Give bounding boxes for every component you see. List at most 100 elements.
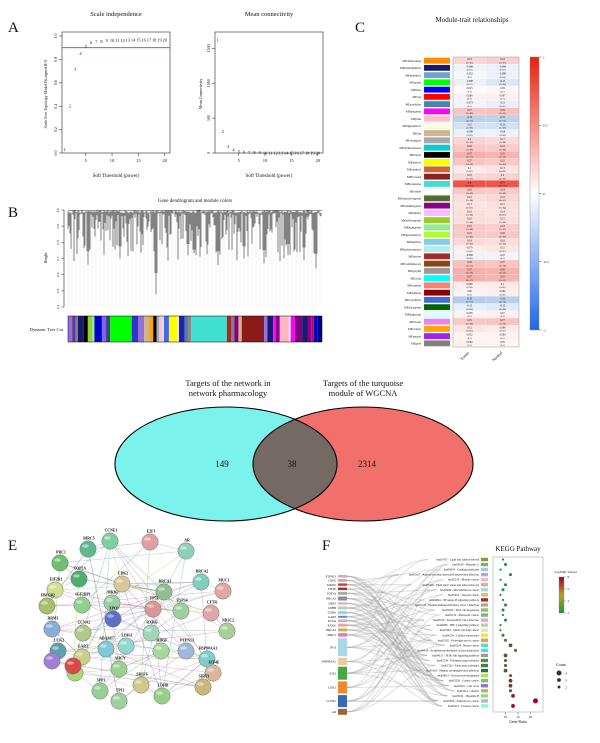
power-point: 15 — [136, 38, 141, 43]
sankey-gene-block — [338, 695, 347, 708]
sankey-ribbon — [346, 584, 449, 687]
cell-correlation: -0.33 — [500, 297, 506, 300]
cell-correlation: 0.18 — [467, 239, 472, 242]
node-highlight — [135, 680, 142, 684]
cell-correlation: 0.25 — [467, 225, 472, 228]
cell-pvalue: (2e-08) — [499, 148, 506, 151]
sankey-gene-block — [338, 628, 347, 632]
cell-correlation: 0.25 — [467, 232, 472, 235]
ppi-node: CCNE1 — [101, 529, 119, 550]
module-band-segment — [288, 316, 291, 342]
gene-label: E2F1 — [147, 530, 156, 534]
ppi-node: ADAM17 — [97, 637, 115, 658]
sankey-gene-block — [338, 658, 347, 665]
node-highlight — [217, 586, 224, 590]
power-point: 9 — [259, 150, 262, 155]
y-tick-label: 0 — [206, 152, 211, 154]
module-band-segment — [68, 316, 73, 342]
y-tick-label: 0.7 — [56, 256, 60, 261]
ppi-node — [43, 652, 61, 670]
y-tick-label: 0.9 — [56, 224, 60, 229]
node-highlight — [145, 628, 152, 632]
sankey-ribbon — [346, 594, 444, 626]
pathway-label: hsa05215 - Prostate cancer — [448, 704, 479, 708]
gene-label: USP34 — [177, 599, 188, 603]
pathway-chip — [481, 673, 488, 678]
module-band-segment — [77, 316, 84, 342]
sankey-gene-label: EIF4E — [328, 587, 336, 591]
sankey-ribbon — [346, 574, 399, 614]
node-highlight — [104, 536, 111, 540]
dotplot-point — [514, 648, 517, 652]
module-swatch — [423, 159, 451, 166]
dotplot-point — [509, 674, 512, 678]
cell-pvalue: (1e-04) — [499, 83, 506, 86]
sankey-ribbon — [346, 624, 432, 636]
cell-pvalue: (2e-16) — [466, 272, 473, 275]
module-swatch — [423, 57, 451, 64]
ppi-edge — [81, 541, 151, 606]
cell-pvalue: (0.1) — [500, 337, 505, 340]
cell-correlation: -0.094 — [499, 65, 506, 68]
ppi-edge — [112, 591, 165, 620]
cell-correlation: 0.067 — [500, 94, 507, 97]
pathway-label: hsa05417 - Lipid and atherosclerosis — [436, 558, 479, 562]
plot-a1-xlabel: Soft Threshold (power) — [93, 174, 140, 179]
ppi-edge — [99, 540, 111, 692]
legend-pvalue-title: -log10(P-Value) — [554, 570, 577, 574]
sankey-gene-label: PTPN13 — [326, 574, 337, 578]
cell-correlation: 0.27 — [500, 319, 505, 322]
power-point: 17 — [300, 150, 305, 155]
sankey-gene-label: TOP2A — [327, 591, 337, 595]
gene-label: MKI67 — [107, 591, 119, 595]
sankey-ribbon — [346, 574, 399, 636]
plot-a1-ylabel: Scale Free Topology Model Fit,signed R^2 — [43, 60, 49, 129]
dotplot-point — [499, 578, 502, 581]
venn-set1-title-line1: Targets of the network in — [185, 378, 271, 388]
sankey-gene-label: BRCA2 — [326, 628, 336, 632]
power-point: 10 — [263, 150, 268, 155]
heatmap-column-labels: Tumor Normal — [459, 350, 504, 363]
y-tick-label: 0.4 — [53, 104, 58, 109]
power-point: 14 — [131, 38, 136, 43]
module-band-segment — [156, 316, 160, 342]
pathway-label: hsa04064 - NF-kappa B signaling pathway — [429, 598, 479, 602]
module-name: MEmidnightblue — [400, 66, 422, 70]
node-circle — [101, 532, 119, 550]
pathway-chip — [481, 689, 488, 693]
power-point: 1 — [217, 38, 219, 43]
dotplot-title: KEGG Pathway — [495, 545, 541, 553]
power-point: 15 — [289, 150, 294, 155]
cell-pvalue: (5e-10) — [499, 264, 506, 267]
sankey-gene-block — [338, 591, 347, 595]
venn-count-intersection: 38 — [288, 459, 298, 469]
node-highlight — [46, 624, 53, 628]
node-highlight — [180, 546, 187, 550]
cell-correlation: 0.18 — [467, 174, 472, 177]
node-highlight — [197, 682, 204, 686]
module-band-segment — [94, 316, 102, 342]
module-swatch — [423, 224, 451, 231]
sankey-ribbon — [346, 579, 445, 646]
dendrogram-axis: 1.0 0.9 0.8 0.7 0.6 0.5 0.4 — [56, 208, 65, 309]
y-tick-label: 0.6 — [53, 80, 58, 85]
ppi-node: TOP2A — [70, 567, 88, 588]
dotplot-point — [504, 618, 507, 622]
sankey-ribbon — [346, 564, 448, 618]
ppi-edge — [140, 658, 208, 686]
sankey-ribbon — [346, 616, 436, 667]
pathway-chip — [481, 653, 488, 658]
cell-correlation: -0.11 — [500, 102, 506, 105]
cell-pvalue: (2e-15) — [499, 272, 506, 275]
module-name: MEpink — [411, 117, 422, 121]
ppi-node: XPO1 — [104, 607, 122, 628]
sankey-gene-block — [338, 583, 347, 586]
ppi-node: MKI67 — [103, 591, 121, 612]
y-tick-label: 1500 — [206, 44, 211, 52]
cell-pvalue: (2e-05) — [466, 141, 473, 144]
dotplot-point — [508, 643, 513, 648]
sankey-ribbon — [346, 612, 438, 702]
